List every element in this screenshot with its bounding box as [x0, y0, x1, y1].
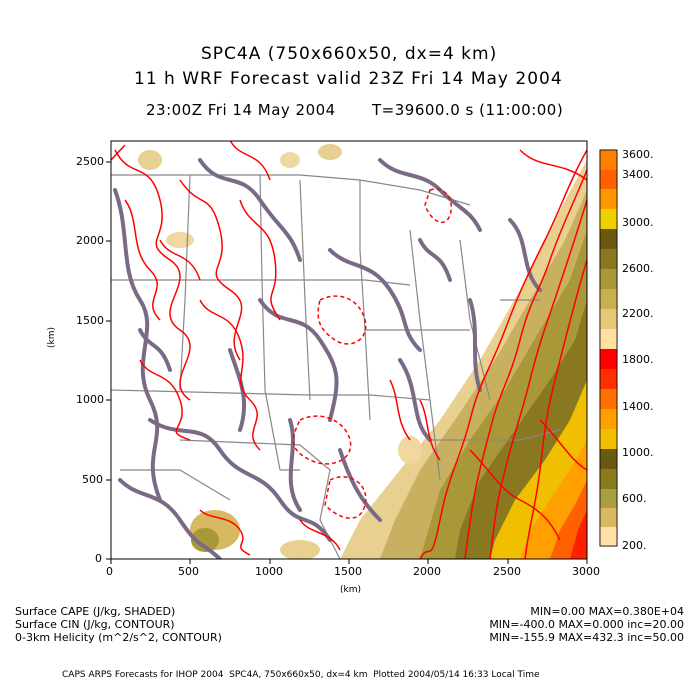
x-tick-label: 1500: [334, 565, 362, 578]
valid-time: 23:00Z Fri 14 May 2004: [146, 101, 336, 119]
map-field: [111, 141, 587, 559]
y-tick-label: 2500: [76, 155, 104, 168]
cin-field-stats: MIN=-400.0 MAX=0.000 inc=20.00: [489, 618, 684, 631]
footer-credits: CAPS ARPS Forecasts for IHOP 2004 SPC4A,…: [62, 670, 540, 680]
y-tick-label: 1000: [76, 393, 104, 406]
colorbar-label: 1800.: [622, 353, 654, 366]
y-axis-label: (km): [47, 326, 57, 348]
x-tick-label: 2500: [493, 565, 521, 578]
helicity-negative-contours: [292, 188, 452, 519]
state-boundaries: [111, 174, 561, 559]
x-tick-label: 1000: [255, 565, 283, 578]
colorbar-label: 3600.: [622, 148, 654, 161]
colorbar-label: 1000.: [622, 446, 654, 459]
helicity-contours: [111, 141, 587, 559]
title-line-2: 11 h WRF Forecast valid 23Z Fri 14 May 2…: [134, 69, 563, 89]
colorbar-label: 3400.: [622, 168, 654, 181]
title-line-1: SPC4A (750x660x50, dx=4 km): [201, 44, 498, 64]
cape-field-label: Surface CAPE (J/kg, SHADED): [15, 605, 176, 618]
helicity-field-label: 0-3km Helicity (m^2/s^2, CONTOUR): [15, 631, 222, 644]
cin-field-label: Surface CIN (J/kg, CONTOUR): [15, 618, 175, 631]
colorbar-label: 2200.: [622, 307, 654, 320]
helicity-field-stats: MIN=-155.9 MAX=432.3 inc=50.00: [489, 631, 684, 644]
colorbar-label: 600.: [622, 492, 647, 505]
forecast-seconds: T=39600.0 s (11:00:00): [372, 101, 564, 119]
colorbar-label: 1400.: [622, 400, 654, 413]
colorbar-label: 3000.: [622, 216, 654, 229]
x-tick-label: 2000: [413, 565, 441, 578]
cape-shading: [138, 144, 587, 559]
y-tick-label: 0: [95, 552, 102, 565]
axis-ticks: [106, 161, 588, 564]
y-tick-label: 1500: [76, 314, 104, 327]
x-tick-label: 3000: [572, 565, 600, 578]
colorbar-label: 2600.: [622, 262, 654, 275]
cape-field-stats: MIN=0.00 MAX=0.380E+04: [530, 605, 684, 618]
y-tick-label: 500: [82, 473, 103, 486]
colorbar-label: 200.: [622, 539, 647, 552]
x-tick-label: 0: [106, 565, 113, 578]
y-tick-label: 2000: [76, 234, 104, 247]
x-axis-label: (km): [340, 585, 362, 595]
colorbar: [599, 149, 618, 547]
x-tick-label: 500: [178, 565, 199, 578]
